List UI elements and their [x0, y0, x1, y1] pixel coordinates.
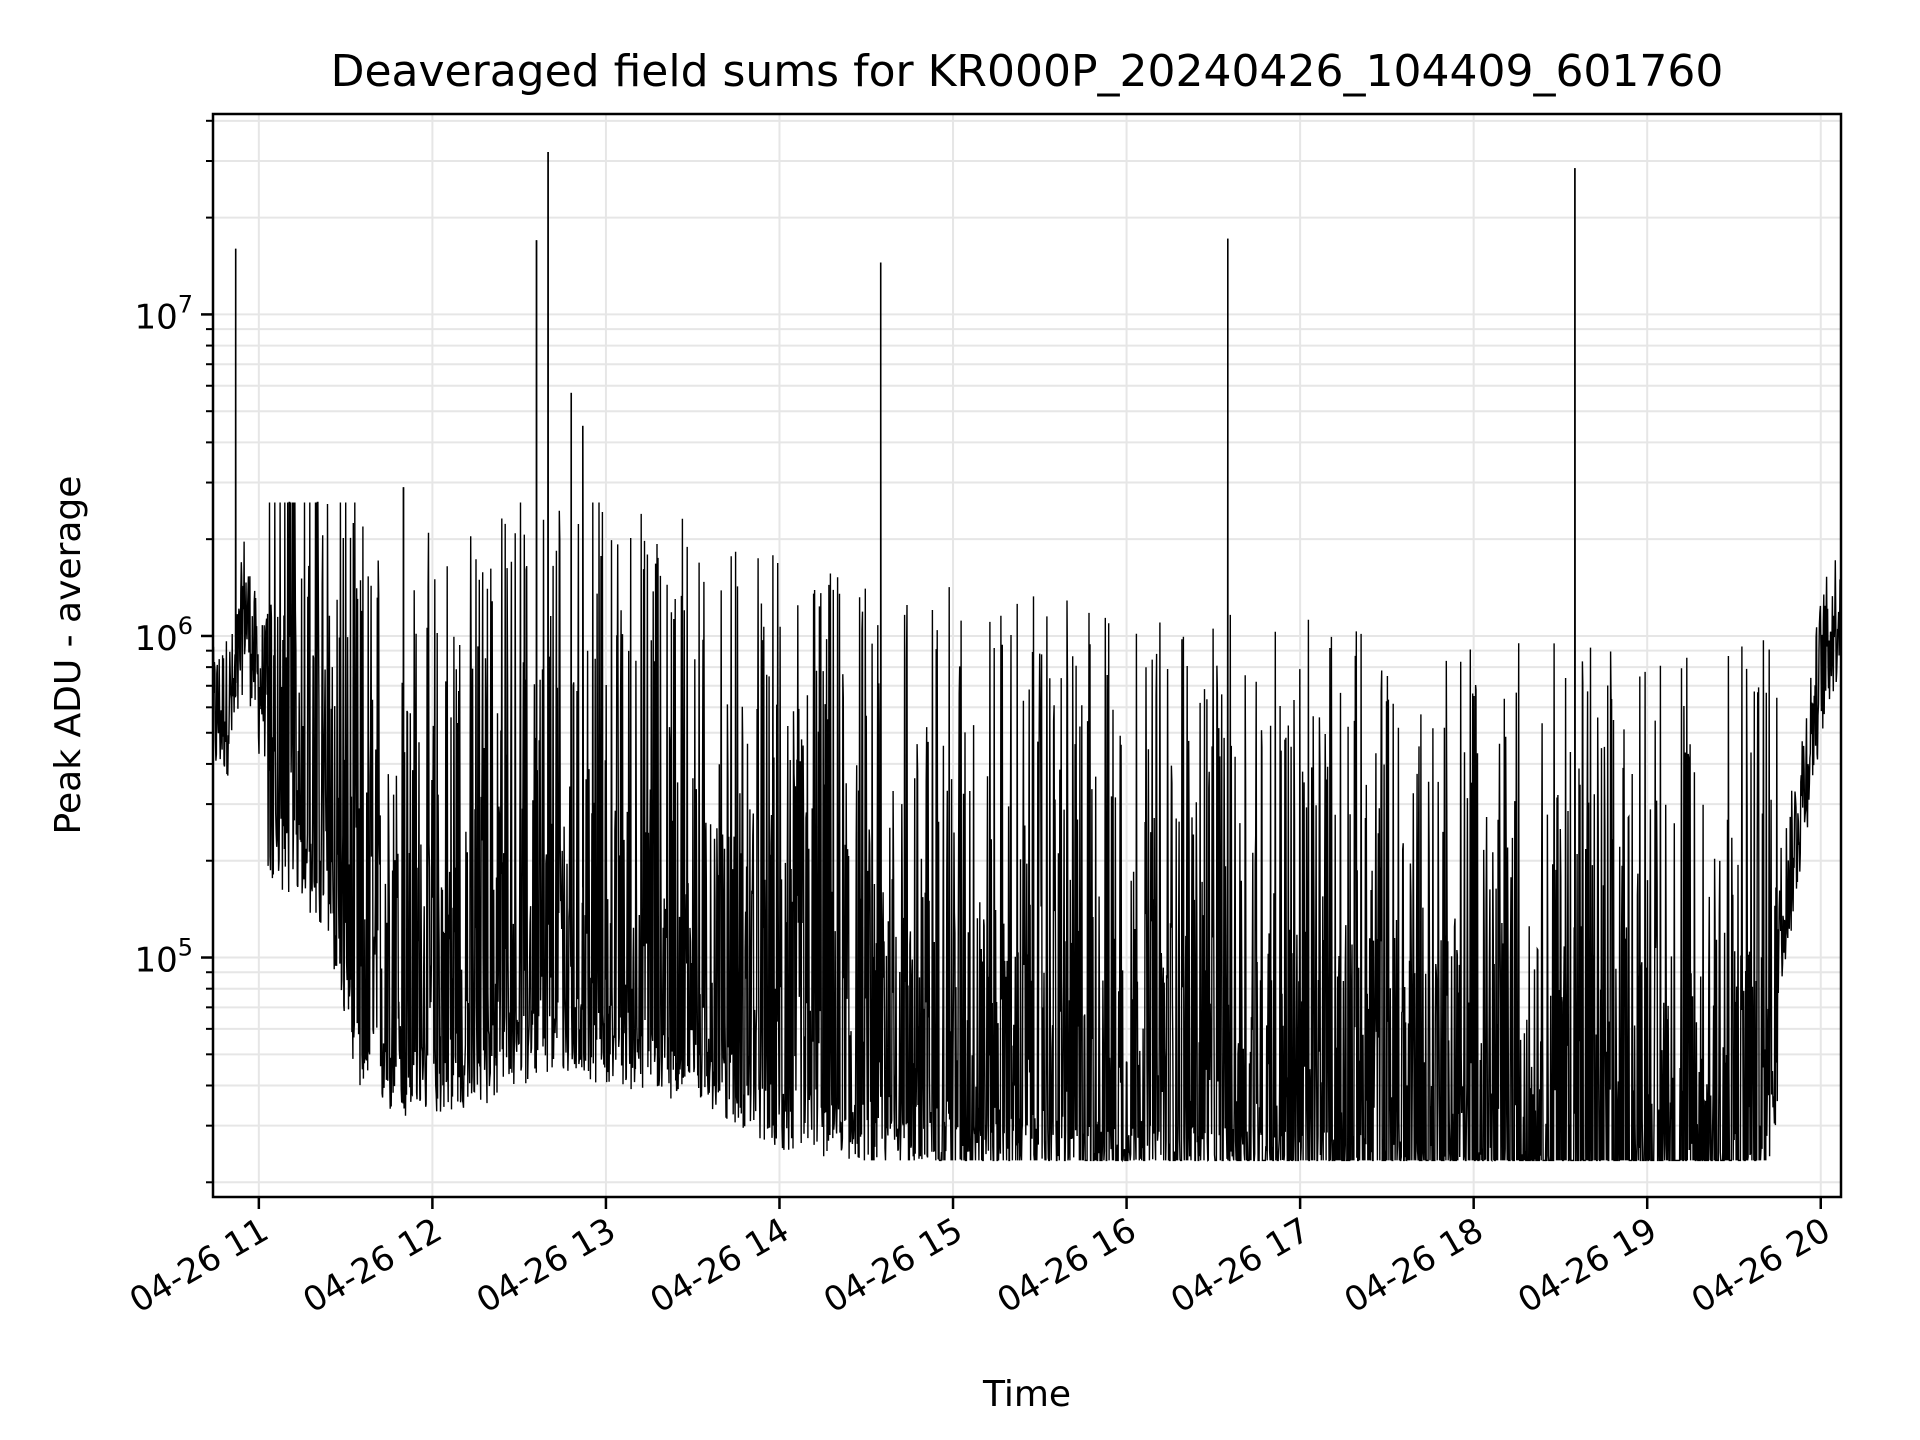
x-axis-label: Time — [982, 1374, 1071, 1415]
y-tick-label: 106 — [134, 612, 193, 659]
data-layer — [212, 151, 1842, 1163]
y-tick-label: 105 — [134, 934, 193, 981]
y-tick-label: 107 — [134, 290, 193, 337]
chart-title: Deaveraged field sums for KR000P_2024042… — [331, 46, 1724, 97]
series-line — [212, 151, 1842, 1163]
y-axis-label: Peak ADU - average — [48, 476, 89, 835]
plot-frame — [211, 112, 1843, 1199]
